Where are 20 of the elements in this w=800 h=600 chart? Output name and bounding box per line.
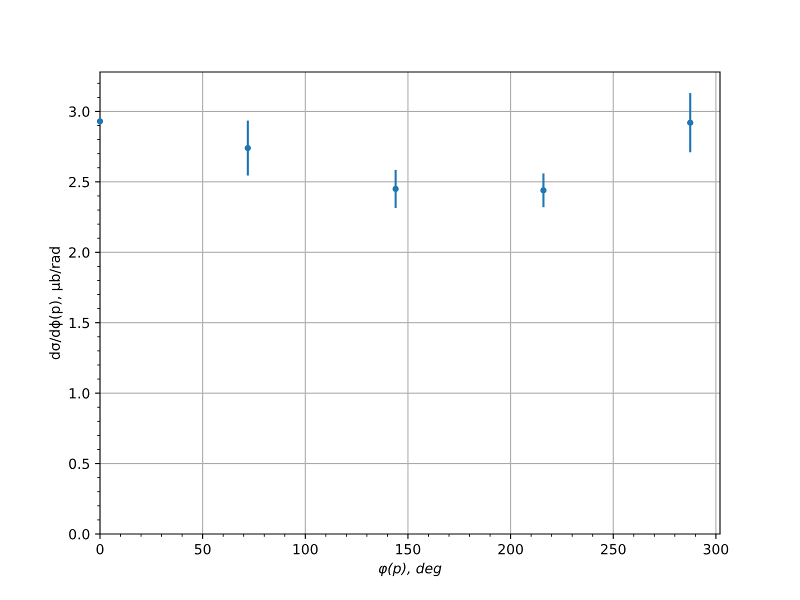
y-tick-label: 2.0 bbox=[69, 247, 90, 258]
y-tick-label: 3.0 bbox=[69, 106, 90, 117]
point bbox=[392, 186, 399, 192]
point bbox=[244, 144, 251, 152]
x-tick-label: 200 bbox=[498, 544, 523, 554]
y-axis-title: dσ/dϕ(p), μb/rad bbox=[49, 247, 63, 360]
x-tick-label: 300 bbox=[704, 544, 728, 554]
y-tick-label: 1.5 bbox=[70, 318, 90, 328]
x-axis-title: φ(p), deg bbox=[379, 562, 442, 576]
x-tick-label: 150 bbox=[396, 544, 420, 554]
point bbox=[687, 120, 694, 126]
x-tick-label: 250 bbox=[601, 544, 626, 554]
y-tick-label: 0.5 bbox=[69, 458, 90, 470]
point bbox=[540, 187, 547, 194]
y-tick-label: 0.0 bbox=[69, 528, 90, 540]
x-tick-label: 100 bbox=[294, 544, 318, 554]
y-tick-label: 1.0 bbox=[70, 388, 90, 399]
x-tick-label: 50 bbox=[194, 544, 211, 554]
x-tick-label: 0 bbox=[96, 544, 104, 554]
y-tick-label: 2.5 bbox=[69, 176, 90, 188]
